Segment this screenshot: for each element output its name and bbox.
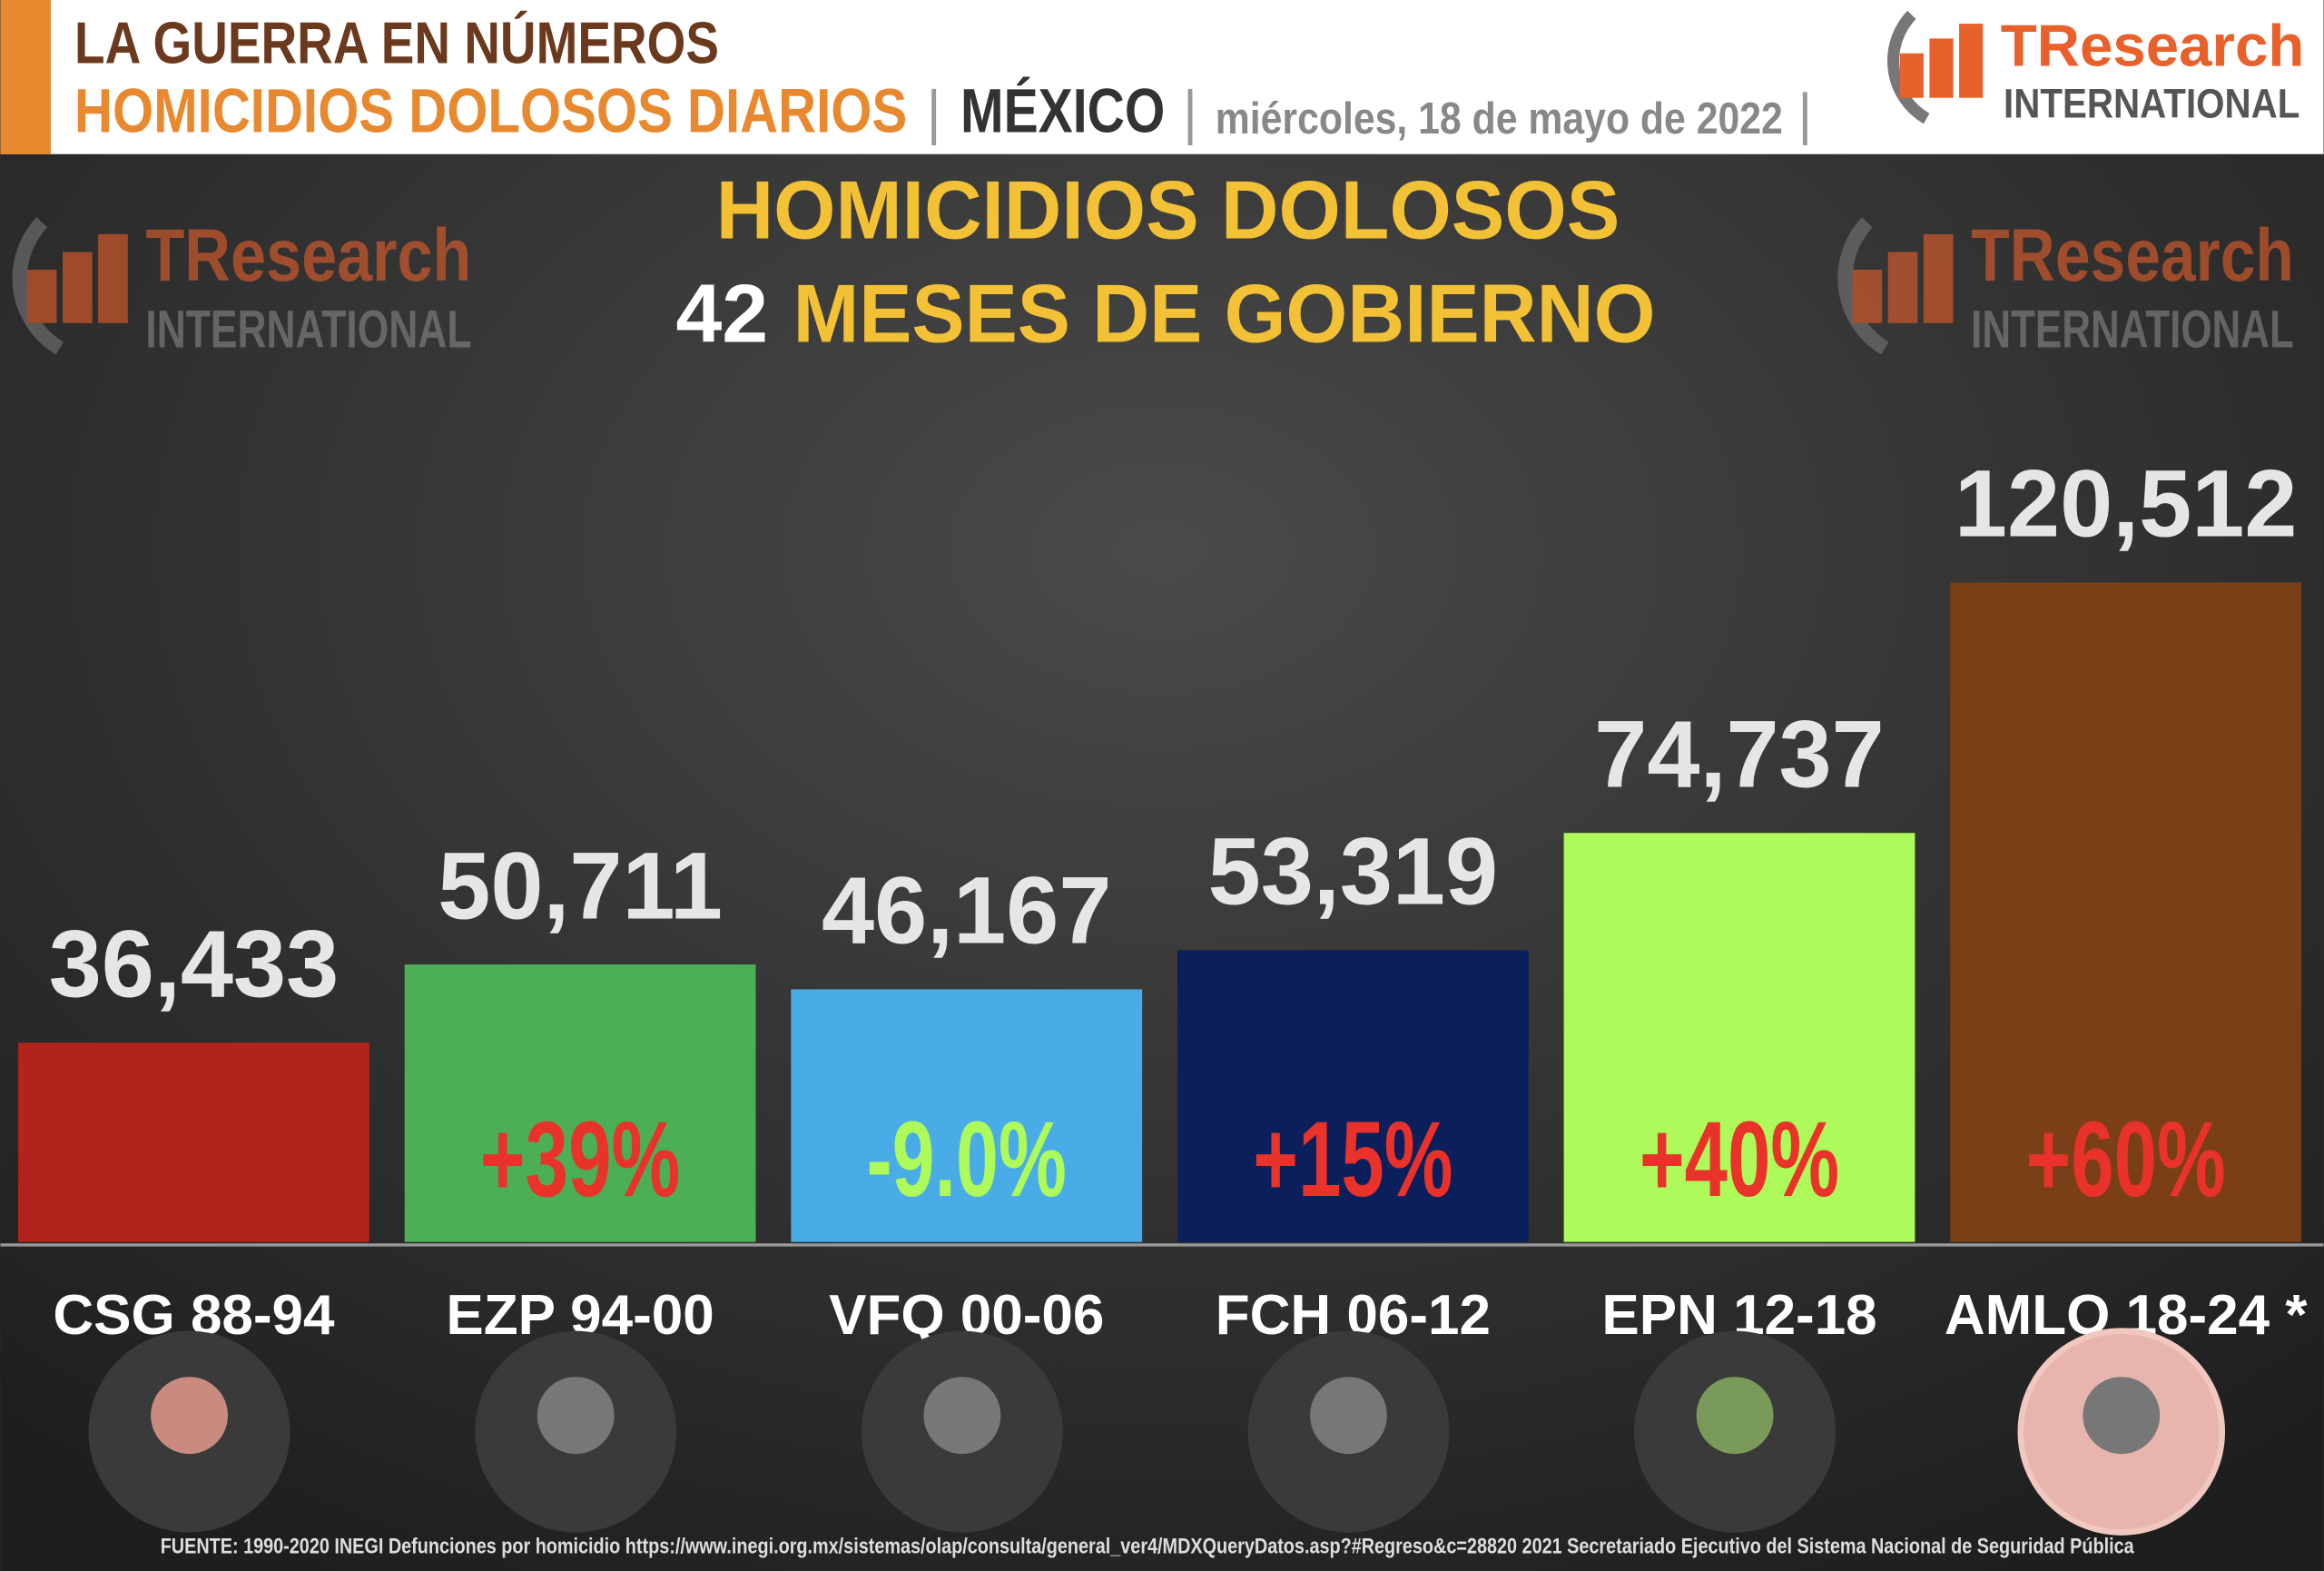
bar bbox=[404, 964, 756, 1242]
bar bbox=[1950, 582, 2302, 1242]
portrait-face bbox=[1310, 1377, 1387, 1455]
logo-bar bbox=[1959, 24, 1984, 98]
portrait-face bbox=[537, 1377, 615, 1455]
header-kicker: LA GUERRA EN NÚMEROS bbox=[74, 9, 719, 75]
change-label: +15% bbox=[1253, 1100, 1452, 1219]
header-stripe bbox=[0, 0, 51, 154]
logo-name: TResearch bbox=[145, 214, 471, 297]
value-label: 74,737 bbox=[1594, 702, 1884, 808]
portrait-face bbox=[2083, 1377, 2161, 1455]
chart-subtitle: MESES DE GOBIERNO bbox=[793, 268, 1656, 361]
change-label: +39% bbox=[480, 1100, 680, 1219]
value-label: 53,319 bbox=[1208, 819, 1498, 925]
portrait-face bbox=[923, 1377, 1001, 1455]
logo-bar bbox=[1929, 38, 1954, 98]
logo-tagline: INTERNATIONAL bbox=[145, 301, 471, 360]
header-topic: HOMICIDIOS DOLOSOS DIARIOS bbox=[74, 75, 907, 145]
logo-bar bbox=[1923, 233, 1954, 323]
portrait-face bbox=[151, 1377, 228, 1455]
source-note: FUENTE: 1990-2020 INEGI Defunciones por … bbox=[161, 1534, 2134, 1558]
logo-arc bbox=[1887, 10, 1930, 124]
logo-arc bbox=[1837, 217, 1889, 355]
logo: TResearch INTERNATIONAL bbox=[1887, 10, 2305, 127]
chart-subtitle-number: 42 bbox=[675, 268, 768, 361]
bar bbox=[791, 989, 1143, 1242]
bar bbox=[1177, 950, 1529, 1242]
logo-tagline: INTERNATIONAL bbox=[2004, 81, 2299, 127]
portrait-face bbox=[1696, 1377, 1774, 1455]
watermark: TResearch INTERNATIONAL bbox=[12, 214, 471, 360]
value-label: 46,167 bbox=[822, 858, 1111, 964]
logo-bar bbox=[98, 233, 128, 323]
bar bbox=[18, 1042, 369, 1242]
logo-arc bbox=[12, 217, 64, 355]
change-label: +40% bbox=[1640, 1100, 1839, 1219]
logo-tagline: INTERNATIONAL bbox=[1971, 301, 2294, 360]
logo-bar bbox=[1852, 270, 1883, 323]
value-label: 36,433 bbox=[49, 911, 339, 1017]
header-country: MÉXICO bbox=[960, 75, 1165, 145]
value-label: 50,711 bbox=[438, 833, 723, 939]
logo-bar bbox=[1899, 53, 1924, 98]
logo-bar bbox=[1887, 252, 1918, 323]
value-label: 120,512 bbox=[1955, 451, 2298, 558]
chart-title: HOMICIDIOS DOLOSOS bbox=[716, 163, 1620, 256]
logo-name: TResearch bbox=[2001, 13, 2305, 79]
header-date: miércoles, 18 de mayo de 2022 bbox=[1216, 94, 1783, 143]
logo-bar bbox=[63, 252, 93, 323]
bar bbox=[1563, 833, 1915, 1242]
logo-name: TResearch bbox=[1971, 214, 2294, 297]
change-label: -9.0% bbox=[867, 1100, 1067, 1219]
logo-bar bbox=[26, 270, 57, 323]
change-label: +60% bbox=[2026, 1100, 2226, 1219]
watermark: TResearch INTERNATIONAL bbox=[1837, 214, 2294, 360]
